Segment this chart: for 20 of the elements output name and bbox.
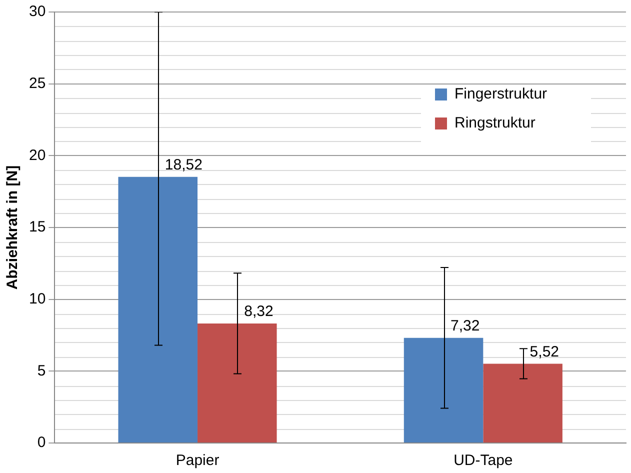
y-tick-label: 30	[28, 3, 46, 20]
x-tick-label: Papier	[176, 452, 220, 470]
y-tick-label: 25	[28, 74, 46, 92]
bar	[483, 364, 562, 442]
y-tick-label: 5	[37, 362, 46, 380]
bar	[118, 176, 198, 442]
legend-label: Fingerstruktur	[454, 86, 548, 103]
y-axis-title: Abziehkraft in [N]	[4, 165, 22, 290]
y-tick-label: 15	[28, 218, 46, 236]
bar	[404, 338, 484, 442]
text: 18,52	[164, 156, 202, 174]
y-tick-label: 0	[37, 434, 46, 452]
legend-label: Ringstruktur	[454, 114, 536, 132]
text: 5,52	[530, 343, 560, 360]
y-tick-label: 20	[28, 146, 46, 164]
y-tick-label: 10	[28, 290, 46, 308]
text: 7,32	[450, 317, 480, 334]
text: 8,32	[244, 303, 274, 320]
bar	[198, 323, 277, 442]
x-tick-label: UD-Tape	[454, 452, 513, 470]
